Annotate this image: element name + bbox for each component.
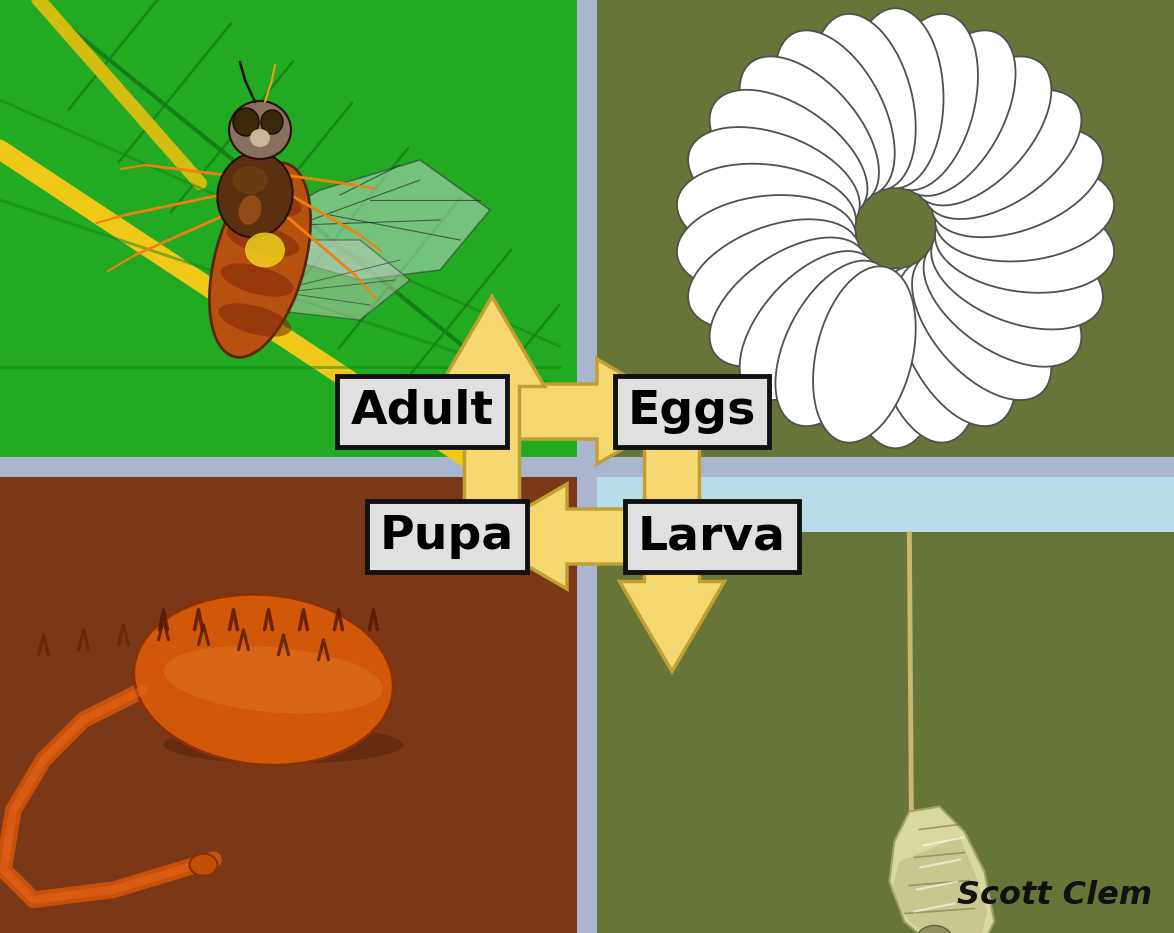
Ellipse shape	[935, 163, 1114, 261]
Ellipse shape	[250, 129, 270, 147]
Polygon shape	[250, 160, 490, 280]
Ellipse shape	[776, 31, 895, 196]
Bar	[598, 0, 1174, 456]
Ellipse shape	[189, 854, 217, 876]
Ellipse shape	[163, 726, 404, 764]
Ellipse shape	[209, 162, 311, 357]
Ellipse shape	[218, 303, 291, 337]
Text: Adult: Adult	[350, 389, 493, 434]
Bar	[0, 0, 576, 456]
FancyArrow shape	[477, 484, 772, 589]
Ellipse shape	[814, 266, 916, 442]
FancyArrow shape	[439, 297, 545, 522]
Text: Larva: Larva	[637, 514, 787, 559]
Ellipse shape	[848, 269, 944, 448]
Ellipse shape	[677, 163, 856, 261]
Ellipse shape	[245, 232, 285, 268]
Text: Pupa: Pupa	[380, 514, 514, 559]
Ellipse shape	[688, 219, 859, 329]
Ellipse shape	[876, 14, 978, 190]
FancyArrow shape	[620, 447, 724, 672]
Ellipse shape	[740, 251, 879, 400]
Ellipse shape	[935, 195, 1114, 293]
Text: Eggs: Eggs	[628, 389, 756, 434]
Bar	[598, 477, 1174, 933]
Ellipse shape	[709, 238, 868, 367]
FancyArrow shape	[377, 359, 687, 464]
Ellipse shape	[217, 153, 292, 237]
Ellipse shape	[814, 14, 916, 190]
Ellipse shape	[229, 101, 291, 159]
Ellipse shape	[164, 646, 383, 714]
Ellipse shape	[232, 108, 259, 136]
Ellipse shape	[896, 260, 1016, 426]
Ellipse shape	[261, 110, 283, 134]
Bar	[0, 477, 576, 933]
Ellipse shape	[916, 926, 953, 933]
Text: Scott Clem: Scott Clem	[957, 880, 1152, 911]
Ellipse shape	[924, 238, 1081, 367]
Ellipse shape	[912, 56, 1052, 205]
Ellipse shape	[924, 90, 1081, 219]
Ellipse shape	[221, 263, 294, 297]
Polygon shape	[220, 240, 410, 320]
Ellipse shape	[688, 127, 859, 237]
Ellipse shape	[232, 166, 268, 194]
Ellipse shape	[227, 223, 299, 257]
Ellipse shape	[677, 195, 856, 293]
Ellipse shape	[709, 90, 868, 219]
Ellipse shape	[238, 195, 262, 225]
Ellipse shape	[931, 127, 1102, 237]
Ellipse shape	[912, 251, 1052, 400]
Ellipse shape	[896, 31, 1016, 196]
Ellipse shape	[134, 594, 393, 765]
Ellipse shape	[931, 219, 1102, 329]
Polygon shape	[890, 806, 994, 933]
Ellipse shape	[876, 266, 978, 442]
Polygon shape	[891, 837, 987, 933]
Ellipse shape	[848, 8, 944, 188]
Ellipse shape	[776, 260, 895, 426]
Ellipse shape	[740, 56, 879, 205]
Bar	[598, 477, 1174, 532]
Ellipse shape	[229, 184, 302, 216]
